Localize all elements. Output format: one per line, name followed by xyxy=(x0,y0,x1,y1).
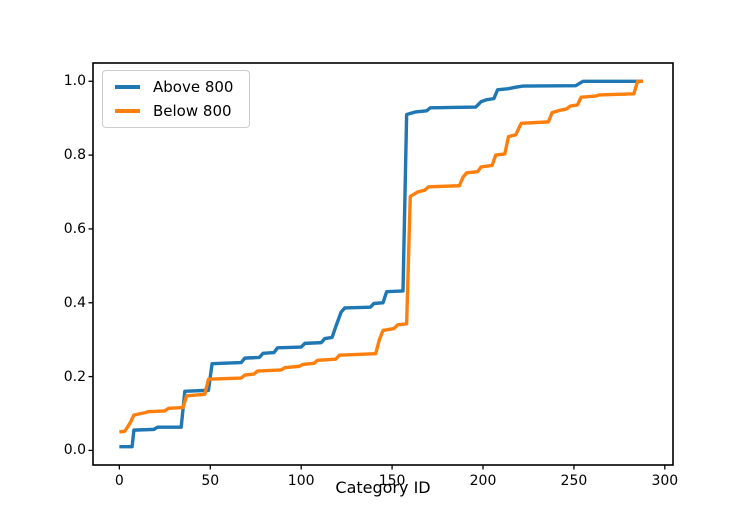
x-tick-label: 250 xyxy=(560,473,588,489)
x-axis-label: Category ID xyxy=(335,478,431,497)
x-tick-label: 50 xyxy=(201,473,220,489)
legend-item-below-800: Below 800 xyxy=(115,102,233,120)
legend-label-above-800: Above 800 xyxy=(153,78,234,96)
series-line-below-800 xyxy=(119,79,643,434)
y-tick-label: 1.0 xyxy=(63,73,86,90)
x-tick-label: 0 xyxy=(114,473,124,489)
legend: Above 800 Below 800 xyxy=(102,70,251,128)
y-tick-label: 0.6 xyxy=(63,220,86,237)
series-line-above-800 xyxy=(119,79,643,449)
y-tick-label: 0.0 xyxy=(63,442,86,459)
y-tick-label: 0.4 xyxy=(63,294,86,311)
y-tick-label: 0.8 xyxy=(63,147,86,164)
y-tick-label: 0.2 xyxy=(63,368,86,385)
x-tick-label: 150 xyxy=(378,473,406,489)
legend-line-sample-above-800 xyxy=(115,85,140,89)
x-tick-label: 200 xyxy=(469,473,497,489)
legend-line-sample-below-800 xyxy=(115,109,140,113)
legend-item-above-800: Above 800 xyxy=(115,78,233,96)
x-tick-label: 300 xyxy=(651,473,679,489)
legend-label-below-800: Below 800 xyxy=(153,102,232,120)
x-tick-label: 100 xyxy=(287,473,315,489)
axes-spines xyxy=(92,62,674,466)
